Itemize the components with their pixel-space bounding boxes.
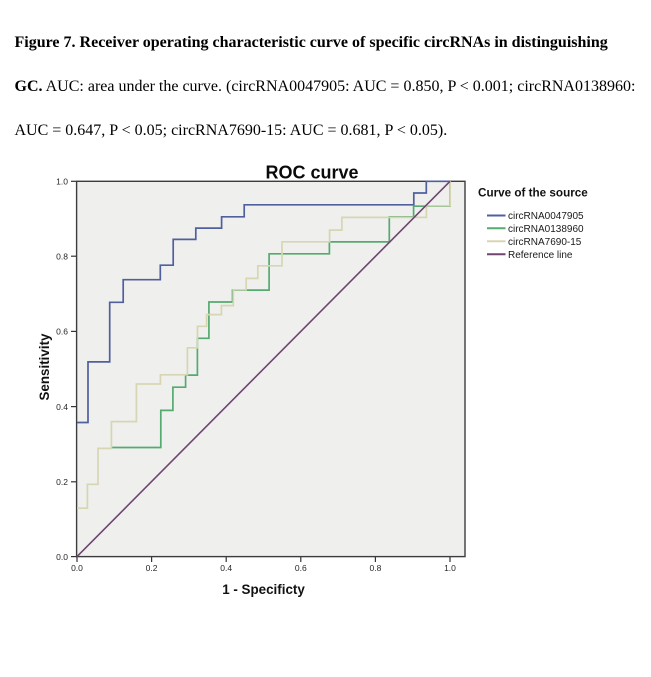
svg-text:Sensitivity: Sensitivity <box>37 333 52 401</box>
svg-text:0.6: 0.6 <box>56 327 68 337</box>
svg-text:0.0: 0.0 <box>56 552 68 562</box>
svg-text:circRNA0047905: circRNA0047905 <box>508 211 584 222</box>
svg-text:0.8: 0.8 <box>369 563 381 573</box>
svg-text:0.2: 0.2 <box>56 477 68 487</box>
svg-text:0.6: 0.6 <box>295 563 307 573</box>
svg-text:ROC curve: ROC curve <box>265 163 358 183</box>
svg-text:0.8: 0.8 <box>56 251 68 261</box>
svg-text:0.0: 0.0 <box>71 563 83 573</box>
svg-text:1.0: 1.0 <box>56 177 68 187</box>
svg-text:circRNA0138960: circRNA0138960 <box>508 224 584 235</box>
svg-text:1 - Specificty: 1 - Specificty <box>222 582 305 597</box>
svg-text:0.2: 0.2 <box>146 563 158 573</box>
svg-text:Curve of the source: Curve of the source <box>478 187 588 200</box>
svg-text:1.0: 1.0 <box>444 563 456 573</box>
svg-text:circRNA7690-15: circRNA7690-15 <box>508 237 582 248</box>
svg-text:Reference line: Reference line <box>508 250 573 261</box>
svg-text:0.4: 0.4 <box>220 563 232 573</box>
svg-text:0.4: 0.4 <box>56 402 68 412</box>
